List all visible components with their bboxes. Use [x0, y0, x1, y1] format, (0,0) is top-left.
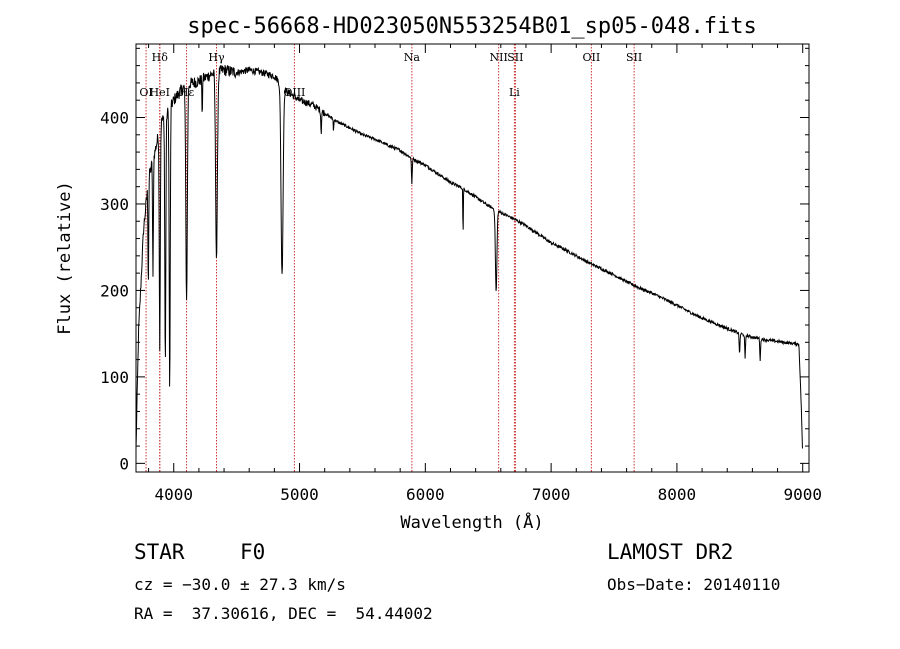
- reference-line-label: OII: [583, 51, 601, 64]
- y-axis-label: Flux (relative): [55, 181, 75, 335]
- reference-line-label: Li: [509, 86, 520, 99]
- y-tick-label: 300: [100, 195, 129, 214]
- spectral-subclass: F0: [240, 540, 266, 564]
- object-type: STAR: [134, 540, 185, 564]
- x-tick-label: 6000: [406, 485, 445, 504]
- y-tick-label: 0: [119, 454, 129, 473]
- x-tick-label: 9000: [783, 485, 822, 504]
- x-tick-label: 4000: [154, 485, 193, 504]
- x-axis-label: Wavelength (Å): [400, 511, 543, 533]
- x-tick-label: 5000: [280, 485, 319, 504]
- reference-line-label: NII: [490, 51, 508, 64]
- reference-line-label: Hγ: [208, 51, 225, 64]
- spectrum-series-line: [135, 65, 803, 449]
- ra-dec-coordinates: RA = 37.30616, DEC = 54.44002: [134, 604, 433, 623]
- reference-line-label: OIII: [283, 86, 305, 99]
- reference-line-label: HeI: [150, 86, 170, 99]
- y-tick-label: 400: [100, 108, 129, 127]
- reference-line-label: OI: [139, 86, 152, 99]
- observation-date: Obs−Date: 20140110: [607, 575, 781, 594]
- x-tick-label: 8000: [658, 485, 697, 504]
- reference-line-label: Na: [404, 51, 421, 64]
- reference-line-label: SII: [626, 51, 642, 64]
- y-tick-label: 200: [100, 281, 129, 300]
- plot-frame: [135, 43, 810, 473]
- y-tick-label: 100: [100, 368, 129, 387]
- x-tick-label: 7000: [532, 485, 571, 504]
- x-axis: 4000 5000 6000 7000 8000 9000: [148, 44, 822, 504]
- survey-name: LAMOST DR2: [607, 540, 734, 564]
- redshift-info: cz = −30.0 ± 27.3 km/s: [134, 575, 346, 594]
- reference-line-label: SII: [507, 51, 523, 64]
- chart-title: spec-56668-HD023050N553254B01_sp05-048.f…: [187, 14, 757, 39]
- y-axis: 0 100 200 300 400: [100, 47, 809, 473]
